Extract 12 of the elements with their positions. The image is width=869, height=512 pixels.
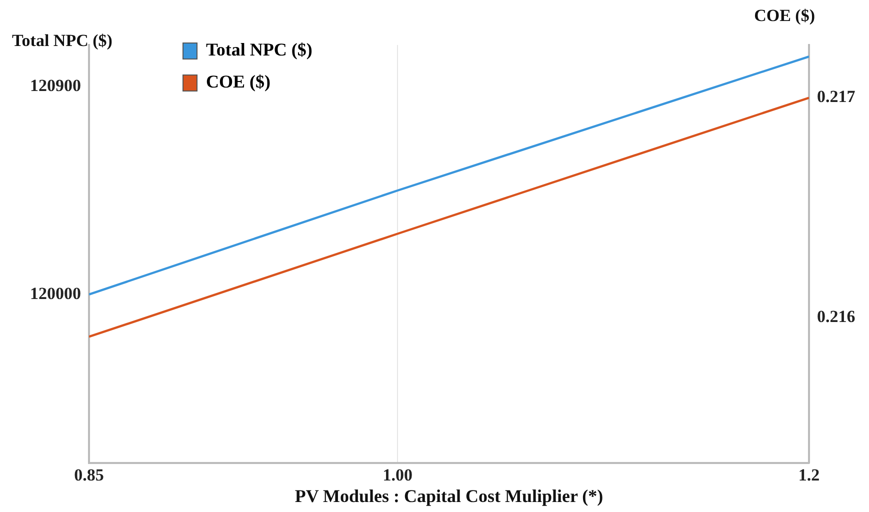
- y2-tick-label: 0.216: [817, 307, 856, 326]
- y2-tick-label: 0.217: [817, 87, 856, 106]
- legend-label: COE ($): [206, 72, 270, 92]
- legend-label: Total NPC ($): [206, 40, 312, 60]
- x-axis-title: PV Modules : Capital Cost Muliplier (*): [294, 486, 604, 506]
- x-tick-label: 1.2: [798, 466, 820, 485]
- y-axis-title: Total NPC ($): [12, 30, 112, 50]
- x-tick-label: 0.85: [74, 466, 104, 485]
- x-tick-label: 1.00: [382, 466, 412, 485]
- y2-axis-title: COE ($): [754, 6, 815, 25]
- y-tick-label: 120000: [30, 284, 81, 303]
- y-tick-label: 120900: [30, 76, 81, 95]
